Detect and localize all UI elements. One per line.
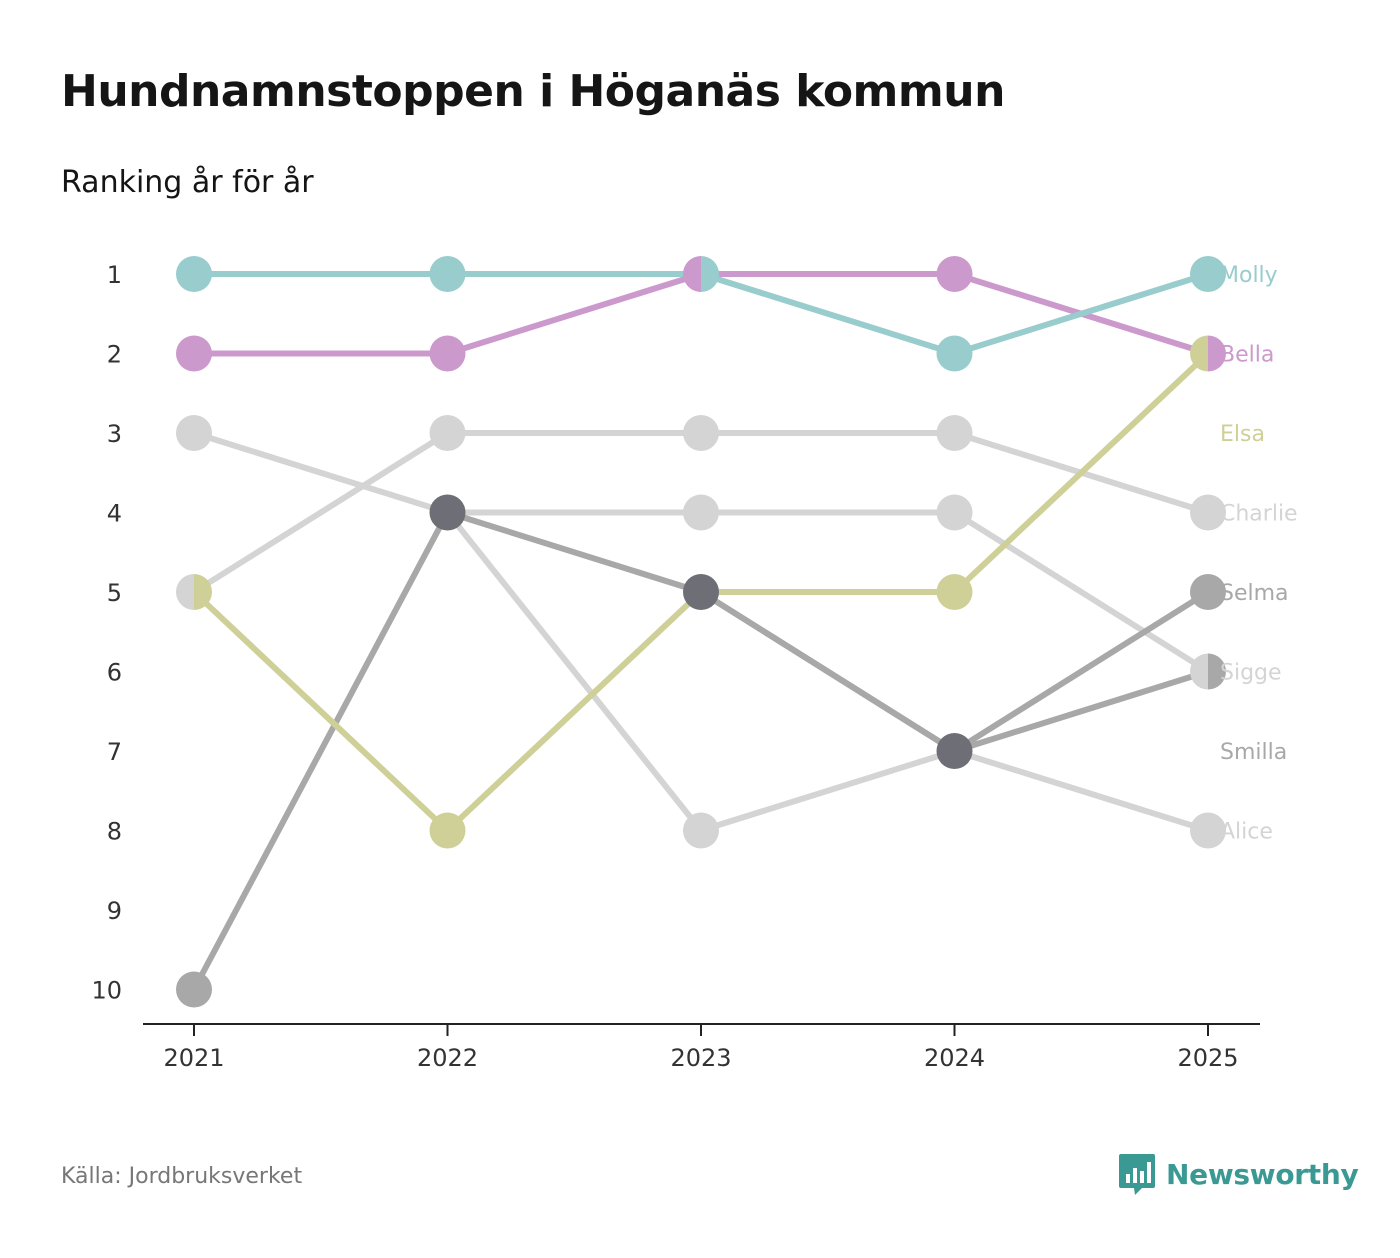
point-charlie-2024 [936, 415, 973, 451]
y-tick-label: 6 [107, 659, 122, 687]
point-bella-2022 [429, 335, 466, 372]
series-label-sigge: Sigge [1220, 661, 1282, 686]
point-alice-2021 [176, 415, 212, 451]
newsworthy-logo-icon [1119, 1154, 1155, 1195]
y-tick-label: 3 [107, 420, 122, 448]
y-tick-label: 5 [107, 579, 122, 607]
newsworthy-logo[interactable]: Newsworthy [1118, 1152, 1359, 1196]
point-charlie-2021 [176, 574, 194, 610]
series-line-selma [698, 589, 1211, 754]
y-tick-label: 8 [107, 818, 122, 846]
series-label-bella: Bella [1220, 343, 1274, 368]
point-alice-2023 [683, 812, 719, 849]
series-points-layer [176, 256, 1226, 1008]
series-label-charlie: Charlie [1220, 502, 1298, 527]
point-molly-2024 [936, 335, 973, 372]
x-tick-label: 2025 [1177, 1044, 1238, 1072]
chart-title: Hundnamnstoppen i Höganäs kommun [61, 66, 1005, 117]
y-tick-label: 10 [91, 977, 122, 1005]
point-sigge-2023 [683, 494, 719, 531]
axes-layer: 1 2 3 4 5 6 7 8 9 10 2021 2022 2023 2024 2025 [91, 261, 1260, 1072]
point-molly-2022 [429, 256, 466, 292]
point-bella-2024 [936, 256, 973, 292]
x-tick-label: 2022 [417, 1044, 478, 1072]
point-molly-2025 [1190, 256, 1226, 292]
point-smilla-2021 [176, 971, 212, 1008]
point-smilla-2025 [1208, 653, 1226, 690]
x-tick-label: 2024 [924, 1044, 985, 1072]
series-label-alice: Alice [1220, 820, 1273, 845]
point-elsa-2021 [194, 574, 212, 610]
point-alice-2025 [1190, 812, 1226, 849]
point-sigge-2025 [1190, 653, 1208, 690]
chart-subtitle: Ranking år för år [61, 165, 314, 200]
x-tick-label: 2021 [163, 1044, 224, 1072]
point-charlie-2025 [1190, 494, 1226, 531]
point-molly-2021 [176, 256, 212, 292]
point-charlie-2023 [683, 415, 719, 451]
series-labels-layer: Molly Bella Elsa Charlie Selma Sigge Smilla Ali… [1220, 263, 1298, 845]
point-selma-2025 [1190, 574, 1226, 610]
x-tick-label: 2023 [670, 1044, 731, 1072]
point-sigge-2024 [936, 494, 973, 531]
y-tick-label: 2 [107, 341, 122, 369]
point-bella-2023 [683, 256, 701, 292]
source-note: Källa: Jordbruksverket [61, 1164, 303, 1189]
y-tick-label: 4 [107, 500, 122, 528]
point-charlie-2022 [429, 415, 466, 451]
series-label-molly: Molly [1220, 263, 1278, 288]
series-label-elsa: Elsa [1220, 422, 1265, 447]
y-tick-label: 9 [107, 897, 122, 925]
series-label-smilla: Smilla [1220, 740, 1287, 765]
point-molly-2023 [701, 256, 719, 292]
point-alice-2024 [936, 733, 973, 769]
point-bella-2025 [1208, 335, 1226, 372]
point-smilla-2023 [683, 574, 719, 610]
y-tick-label: 7 [107, 738, 122, 766]
point-elsa-2024 [936, 574, 973, 610]
series-label-selma: Selma [1220, 581, 1289, 606]
series-lines-layer [191, 271, 1211, 993]
point-alice-2022 [429, 494, 466, 531]
point-elsa-2025 [1190, 335, 1208, 372]
point-elsa-2022 [429, 812, 466, 849]
point-bella-2021 [176, 335, 212, 372]
brand-name: Newsworthy [1166, 1157, 1359, 1191]
series-line-sigge [444, 509, 1211, 675]
y-tick-label: 1 [107, 261, 122, 289]
